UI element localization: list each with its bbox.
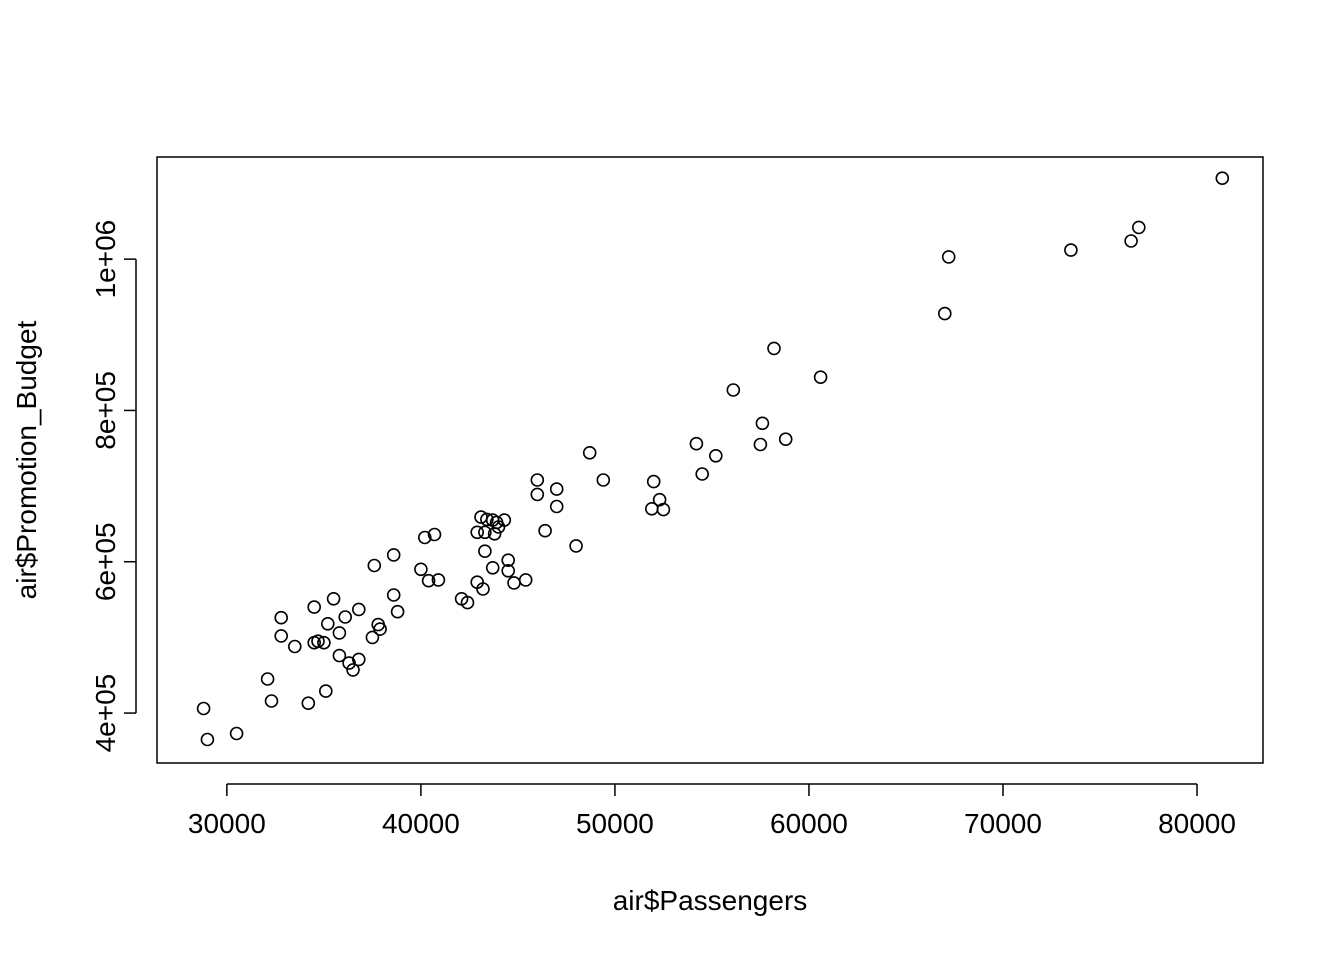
y-tick-label: 4e+05 bbox=[90, 674, 121, 753]
data-point bbox=[778, 432, 793, 447]
data-point bbox=[367, 558, 382, 573]
data-point bbox=[485, 560, 500, 575]
x-axis: 30000 40000 50000 60000 70000 80000 bbox=[188, 783, 1236, 839]
data-point bbox=[726, 383, 741, 397]
data-point bbox=[264, 694, 279, 708]
data-point bbox=[755, 416, 770, 431]
data-point bbox=[417, 530, 432, 545]
data-point bbox=[753, 437, 768, 452]
data-point bbox=[476, 582, 490, 596]
data-point bbox=[365, 630, 380, 645]
data-point bbox=[708, 448, 723, 463]
data-point bbox=[427, 527, 442, 542]
y-tick-label: 1e+06 bbox=[90, 220, 121, 299]
data-point bbox=[1215, 171, 1230, 185]
data-point bbox=[569, 539, 583, 553]
data-points bbox=[196, 171, 1230, 747]
data-point bbox=[351, 602, 366, 617]
data-point bbox=[287, 639, 302, 654]
x-tick-label: 30000 bbox=[188, 808, 266, 839]
data-point bbox=[274, 610, 289, 625]
y-tick-label: 6e+05 bbox=[90, 522, 121, 601]
data-point bbox=[229, 726, 244, 741]
data-point bbox=[1124, 234, 1138, 248]
data-point bbox=[689, 436, 704, 451]
data-point bbox=[530, 473, 545, 487]
data-point bbox=[530, 487, 545, 502]
data-point bbox=[317, 635, 331, 650]
x-tick-label: 80000 bbox=[1158, 808, 1236, 839]
x-tick-label: 60000 bbox=[770, 808, 848, 839]
data-point bbox=[311, 634, 325, 649]
x-tick-label: 70000 bbox=[964, 808, 1042, 839]
y-axis-label: air$Promotion_Budget bbox=[11, 320, 42, 599]
data-point bbox=[332, 626, 347, 640]
data-point bbox=[386, 588, 401, 602]
data-point bbox=[478, 544, 492, 559]
data-point bbox=[373, 622, 387, 636]
data-point bbox=[937, 306, 952, 321]
y-tick-label: 8e+05 bbox=[90, 371, 121, 450]
data-point bbox=[260, 672, 275, 686]
data-point bbox=[332, 648, 347, 663]
data-point bbox=[656, 502, 671, 517]
data-point bbox=[326, 591, 341, 606]
data-point bbox=[582, 445, 597, 460]
data-point bbox=[421, 573, 436, 588]
data-point bbox=[318, 684, 333, 698]
data-point bbox=[549, 482, 564, 496]
data-point bbox=[941, 250, 956, 264]
data-point bbox=[301, 696, 316, 711]
data-point bbox=[518, 573, 533, 587]
data-point bbox=[478, 525, 492, 540]
data-point bbox=[767, 341, 781, 356]
data-point bbox=[390, 604, 405, 619]
x-tick-label: 50000 bbox=[576, 808, 654, 839]
data-point bbox=[351, 652, 366, 667]
data-point bbox=[501, 553, 516, 568]
data-point bbox=[501, 563, 516, 578]
data-point bbox=[480, 512, 494, 527]
data-point bbox=[386, 548, 401, 562]
data-point bbox=[320, 616, 335, 631]
data-point bbox=[695, 467, 710, 481]
x-axis-label: air$Passengers bbox=[613, 885, 808, 916]
data-point bbox=[596, 473, 611, 487]
data-point bbox=[646, 474, 661, 489]
data-point bbox=[346, 663, 360, 677]
x-tick-label: 40000 bbox=[382, 808, 460, 839]
data-point bbox=[470, 525, 485, 540]
data-point bbox=[497, 513, 512, 527]
data-point bbox=[338, 610, 353, 624]
data-point bbox=[307, 600, 322, 614]
data-point bbox=[196, 701, 211, 716]
data-point bbox=[538, 523, 552, 538]
y-axis: 4e+05 6e+05 8e+05 1e+06 bbox=[90, 220, 137, 753]
data-point bbox=[274, 629, 289, 643]
plot-frame bbox=[156, 156, 1264, 764]
data-point bbox=[1064, 243, 1078, 257]
data-point bbox=[1132, 220, 1146, 235]
data-point bbox=[414, 562, 428, 577]
data-point bbox=[460, 595, 475, 610]
data-point bbox=[813, 370, 828, 385]
data-point bbox=[200, 732, 215, 747]
data-point bbox=[431, 573, 446, 587]
data-point bbox=[549, 499, 564, 514]
